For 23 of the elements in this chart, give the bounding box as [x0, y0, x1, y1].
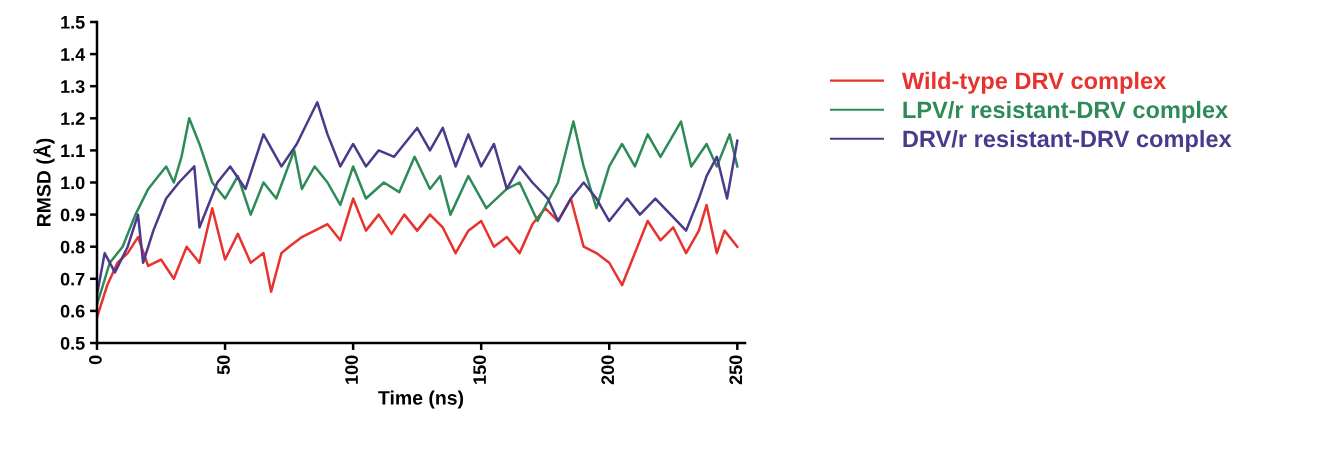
- y-tick-label: 1.2: [61, 112, 85, 125]
- y-tick-label: 0.9: [60, 208, 85, 222]
- y-tick-label: 1.3: [61, 80, 85, 93]
- line-series: [97, 197, 739, 319]
- x-axis-title: Time (ns): [378, 390, 464, 409]
- y-tick-label: 1.4: [61, 48, 86, 61]
- y-tick-label: 1.0: [61, 176, 85, 190]
- x-tick-label: 250: [729, 355, 743, 385]
- y-axis-title: RMSD (Å): [33, 138, 55, 227]
- x-tick-label: 0: [89, 355, 102, 365]
- y-tick-label: 0.6: [60, 304, 85, 318]
- legend-label: Wild-type DRV complex: [901, 71, 1167, 94]
- y-tick-label: 0.5: [60, 336, 85, 350]
- y-tick-label: 0.7: [60, 272, 85, 286]
- legend-label: LPV/r resistant-DRV complex: [903, 100, 1229, 123]
- y-tick-label: 0.8: [60, 240, 85, 254]
- x-tick-label: 200: [601, 355, 615, 385]
- x-tick-label: 150: [473, 355, 487, 384]
- x-tick-label: 100: [345, 355, 358, 384]
- x-tick-label: 50: [217, 355, 230, 375]
- y-tick-label: 1.5: [61, 16, 85, 29]
- legend-label: DRV/r resistant-DRV complex: [903, 129, 1232, 152]
- y-tick-label: 1.1: [61, 144, 85, 157]
